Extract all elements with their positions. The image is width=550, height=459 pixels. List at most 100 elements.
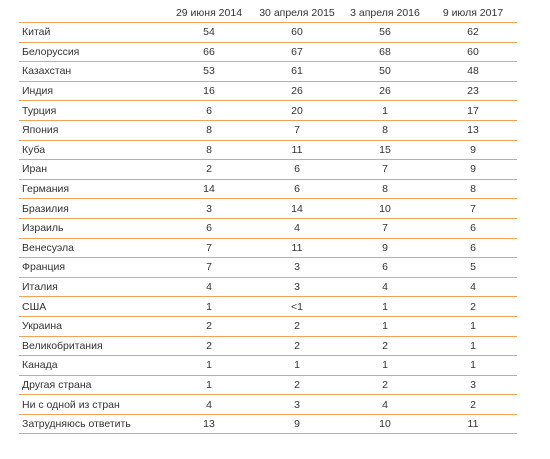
percent-value: 61 [253, 61, 341, 82]
table-row: Япония 8 7 8 13 [19, 120, 517, 141]
percent-value: 9 [341, 238, 429, 259]
country-label: Франция [19, 257, 165, 278]
percent-value: 1 [165, 375, 253, 396]
percent-value: 1 [165, 355, 253, 376]
percent-value: 2 [341, 375, 429, 396]
percent-value: 1 [341, 100, 429, 121]
country-label: Иран [19, 159, 165, 180]
country-label: Канада [19, 355, 165, 376]
header-row: 29 июня 2014 30 апреля 2015 3 апреля 2016 9… [19, 4, 517, 23]
percent-value: 3 [253, 257, 341, 278]
table-row: Другая страна 1 2 2 3 [19, 375, 517, 396]
percent-value: 48 [429, 61, 517, 82]
percent-value: 8 [165, 120, 253, 141]
percent-value: 67 [253, 42, 341, 63]
percent-value: 11 [253, 140, 341, 161]
table-row: Украина 2 2 1 1 [19, 316, 517, 337]
table-row: Канада 1 1 1 1 [19, 355, 517, 376]
percent-value: 6 [253, 159, 341, 180]
percent-value: 8 [341, 120, 429, 141]
country-label: Великобритания [19, 336, 165, 357]
percent-value: 9 [429, 159, 517, 180]
percent-value: 11 [429, 414, 517, 435]
percent-value: 5 [429, 257, 517, 278]
percent-value: 1 [341, 316, 429, 337]
percent-value: 6 [429, 218, 517, 239]
country-label: Венесуэла [19, 238, 165, 259]
table-row: Иран 2 6 7 9 [19, 159, 517, 180]
country-label: Другая страна [19, 375, 165, 396]
percent-value: 4 [341, 394, 429, 415]
country-label: Китай [19, 22, 165, 43]
percent-value: 16 [165, 81, 253, 102]
percent-value: 7 [429, 198, 517, 219]
country-label: Украина [19, 316, 165, 337]
percent-value: 66 [165, 42, 253, 63]
percent-value: 2 [253, 316, 341, 337]
percent-value: 13 [429, 120, 517, 141]
country-label: Затрудняюсь ответить [19, 414, 165, 435]
country-label: Германия [19, 179, 165, 200]
percent-value: 9 [253, 414, 341, 435]
table-row: Великобритания 2 2 2 1 [19, 336, 517, 357]
percent-value: 2 [165, 159, 253, 180]
country-label: Турция [19, 100, 165, 121]
country-label: Бразилия [19, 198, 165, 219]
percent-value: 3 [165, 198, 253, 219]
percent-value: 17 [429, 100, 517, 121]
header-cell-date: 29 июня 2014 [165, 4, 253, 23]
table-row: Германия 14 6 8 8 [19, 179, 517, 200]
percent-value: 1 [341, 355, 429, 376]
table-row: Бразилия 3 14 10 7 [19, 198, 517, 219]
table-header: 29 июня 2014 30 апреля 2015 3 апреля 2016 9… [19, 4, 517, 23]
table-row: Ни с одной из стран 4 3 4 2 [19, 394, 517, 415]
table-row: Белоруссия 66 67 68 60 [19, 42, 517, 63]
percent-value: 8 [165, 140, 253, 161]
header-cell-date: 3 апреля 2016 [341, 4, 429, 23]
country-label: США [19, 296, 165, 317]
percent-value: 2 [253, 336, 341, 357]
percent-value: 26 [253, 81, 341, 102]
percent-value: 8 [341, 179, 429, 200]
table-row: США 1 <1 1 2 [19, 296, 517, 317]
country-label: Япония [19, 120, 165, 141]
header-cell-date: 9 июля 2017 [429, 4, 517, 23]
percent-value: 6 [165, 218, 253, 239]
table-row: Казахстан 53 61 50 48 [19, 61, 517, 82]
percent-value: 4 [165, 277, 253, 298]
percent-value: 20 [253, 100, 341, 121]
percent-value: 60 [253, 22, 341, 43]
percent-value: 8 [429, 179, 517, 200]
table-row: Китай 54 60 56 62 [19, 22, 517, 43]
table-body: Китай 54 60 56 62 Белоруссия 66 67 68 60 Казахстан… [19, 22, 517, 435]
percent-value: 2 [165, 336, 253, 357]
country-label: Белоруссия [19, 42, 165, 63]
percent-value: 23 [429, 81, 517, 102]
country-label: Индия [19, 81, 165, 102]
percent-value: 6 [429, 238, 517, 259]
percent-value: 50 [341, 61, 429, 82]
percent-value: 3 [429, 375, 517, 396]
country-label: Италия [19, 277, 165, 298]
percent-value: 6 [341, 257, 429, 278]
percent-value: 15 [341, 140, 429, 161]
percent-value: 6 [165, 100, 253, 121]
percent-value: 2 [429, 394, 517, 415]
percent-value: <1 [253, 296, 341, 317]
percent-value: 10 [341, 414, 429, 435]
percent-value: 13 [165, 414, 253, 435]
percent-value: 7 [253, 120, 341, 141]
percent-value: 3 [253, 277, 341, 298]
table-row: Затрудняюсь ответить 13 9 10 11 [19, 414, 517, 435]
percent-value: 7 [341, 159, 429, 180]
percent-value: 56 [341, 22, 429, 43]
percent-value: 1 [429, 316, 517, 337]
percent-value: 4 [253, 218, 341, 239]
percent-value: 2 [429, 296, 517, 317]
percent-value: 60 [429, 42, 517, 63]
percent-value: 2 [165, 316, 253, 337]
header-cell-country [19, 4, 165, 23]
percent-value: 6 [253, 179, 341, 200]
percent-value: 3 [253, 394, 341, 415]
